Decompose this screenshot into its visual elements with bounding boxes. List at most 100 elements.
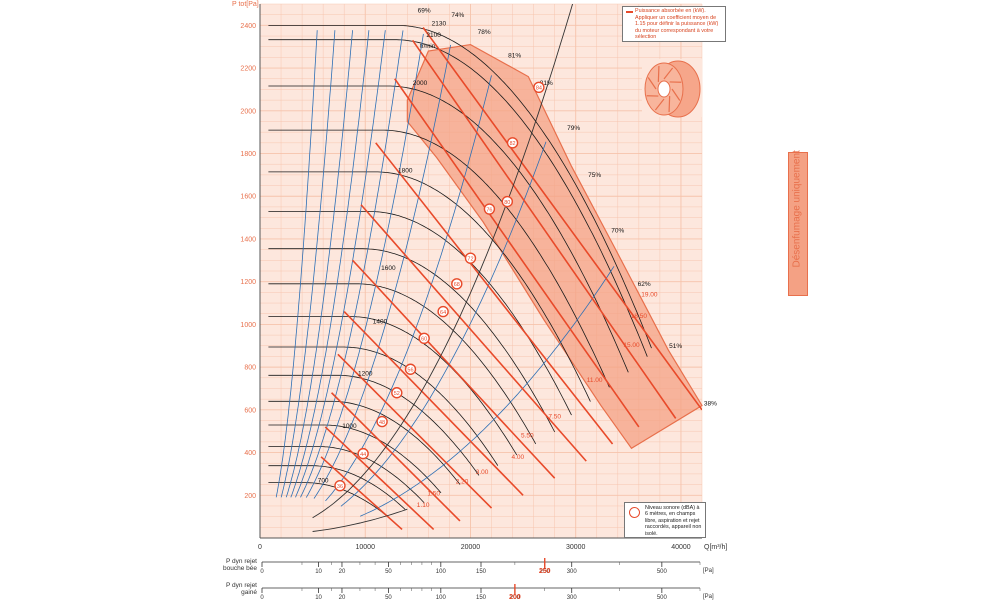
system-envelope-upper (312, 4, 574, 519)
curve-layer (268, 4, 702, 532)
y-tick-label: 1800 (240, 151, 256, 158)
speed-curve (268, 85, 629, 373)
power-line (337, 353, 493, 509)
efficiency-label: 74% (451, 12, 464, 19)
scale-tick-label: 300 (567, 569, 578, 575)
scale-tick-label: 100 (436, 569, 447, 575)
efficiency-curve (295, 30, 386, 498)
speed-label: 700 (318, 477, 329, 484)
power-line (320, 456, 403, 531)
power-label: 18.50 (631, 313, 648, 320)
smoke-extraction-area (406, 43, 703, 450)
speed-label: 2130 (432, 20, 447, 27)
power-label: 1.10 (417, 502, 430, 509)
smoke-extraction-label: Désenfumage uniquement (791, 150, 803, 268)
speed-curve (268, 465, 406, 510)
scale-1-label-b: bouche bée (223, 565, 257, 572)
noise-legend-text: Niveau sonore (dBA) à 6 mètres, en champ… (645, 505, 702, 537)
noise-circle (418, 332, 430, 344)
noise-circle (506, 137, 519, 149)
noise-circle (533, 81, 545, 94)
efficiency-label: 70% (611, 228, 624, 235)
power-line (324, 426, 435, 531)
impeller-blade (668, 96, 671, 113)
efficiency-curve (360, 266, 615, 517)
y-tick-label: 1000 (240, 322, 256, 329)
noise-circle (391, 387, 403, 399)
scale-tick-label: 150 (476, 595, 487, 600)
scale-2-label-b: gainé (241, 589, 257, 596)
speed-curve (268, 374, 480, 476)
power-label: 2.20 (456, 479, 469, 486)
noise-label: 36 (337, 484, 343, 490)
speed-curve (268, 446, 425, 504)
power-label: 5.50 (521, 433, 534, 440)
scale-tick-label: 500 (657, 595, 668, 600)
efficiency-curve (313, 44, 451, 499)
power-line (422, 27, 702, 411)
noise-label: 80 (504, 200, 510, 206)
noise-label: 64 (440, 310, 446, 316)
efficiency-curve (285, 30, 353, 498)
power-label: 1.50 (427, 490, 440, 497)
efficiency-curve (325, 75, 492, 502)
speed-label: 2100 (426, 32, 441, 39)
speed-label: 1200 (358, 371, 373, 378)
scale-tick-label: 20 (339, 595, 346, 600)
noise-circle (437, 305, 449, 318)
y-tick-label: 1200 (240, 279, 256, 286)
noise-legend: Niveau sonore (dBA) à 6 mètres, en champ… (624, 502, 706, 538)
noise-circle (464, 252, 477, 264)
efficiency-label: 78% (478, 29, 491, 36)
y-tick-label: 2000 (240, 108, 256, 115)
power-line (394, 78, 640, 428)
efficiency-label: 79% (567, 125, 580, 132)
speed-label: 2000 (413, 80, 428, 87)
speed-curve (268, 129, 610, 388)
power-line (411, 39, 677, 419)
noise-circle (357, 447, 369, 460)
noise-label: 68 (454, 282, 460, 288)
scale-tick-label: 0 (260, 569, 264, 575)
noise-circle (451, 278, 463, 290)
scale-1-unit: [Pa] (703, 568, 714, 574)
impeller-blade (671, 88, 681, 101)
noise-label: 82 (510, 141, 516, 147)
scale-tick-label: 250 (540, 569, 551, 575)
impeller-blade (647, 77, 657, 90)
efficiency-curve (280, 30, 336, 498)
noise-circle (404, 363, 417, 375)
scale-highlight-label: 200 (509, 594, 521, 600)
y-tick-label: 800 (244, 365, 256, 372)
speed-curve (268, 210, 572, 416)
efficiency-curve (275, 30, 318, 498)
scale-tick-label: 100 (436, 595, 447, 600)
x-tick-label: 0 (258, 544, 262, 551)
noise-circle (483, 203, 496, 215)
efficiency-label: 81% (508, 52, 521, 59)
y-tick-label: 1400 (240, 236, 256, 243)
noise-label: 44 (360, 452, 366, 458)
efficiency-curve (290, 30, 370, 498)
axes: P tot[Pa] Q[m³/h] tr/min 200400600800100… (232, 1, 727, 551)
efficiency-label: 75% (588, 172, 601, 179)
impeller-hub (657, 80, 671, 98)
speed-label: 1400 (373, 318, 388, 325)
power-line (375, 142, 614, 445)
scale-tick-label: 300 (567, 595, 578, 600)
y-tick-label: 2400 (240, 23, 256, 30)
scale-tick-label: 50 (385, 595, 392, 600)
noise-circle (376, 415, 388, 428)
speed-curve (268, 171, 591, 402)
noise-label: 84 (536, 86, 542, 92)
efficiency-label: 62% (638, 281, 651, 288)
power-line (330, 392, 461, 522)
power-line (352, 259, 556, 479)
scale-tick-label: 500 (657, 569, 668, 575)
efficiency-curve (305, 33, 424, 498)
efficiency-label: 38% (704, 401, 717, 408)
power-line (343, 311, 524, 496)
smoke-extraction-swatch (788, 152, 808, 296)
speed-label: 1600 (381, 265, 396, 272)
efficiency-curve (300, 30, 404, 498)
